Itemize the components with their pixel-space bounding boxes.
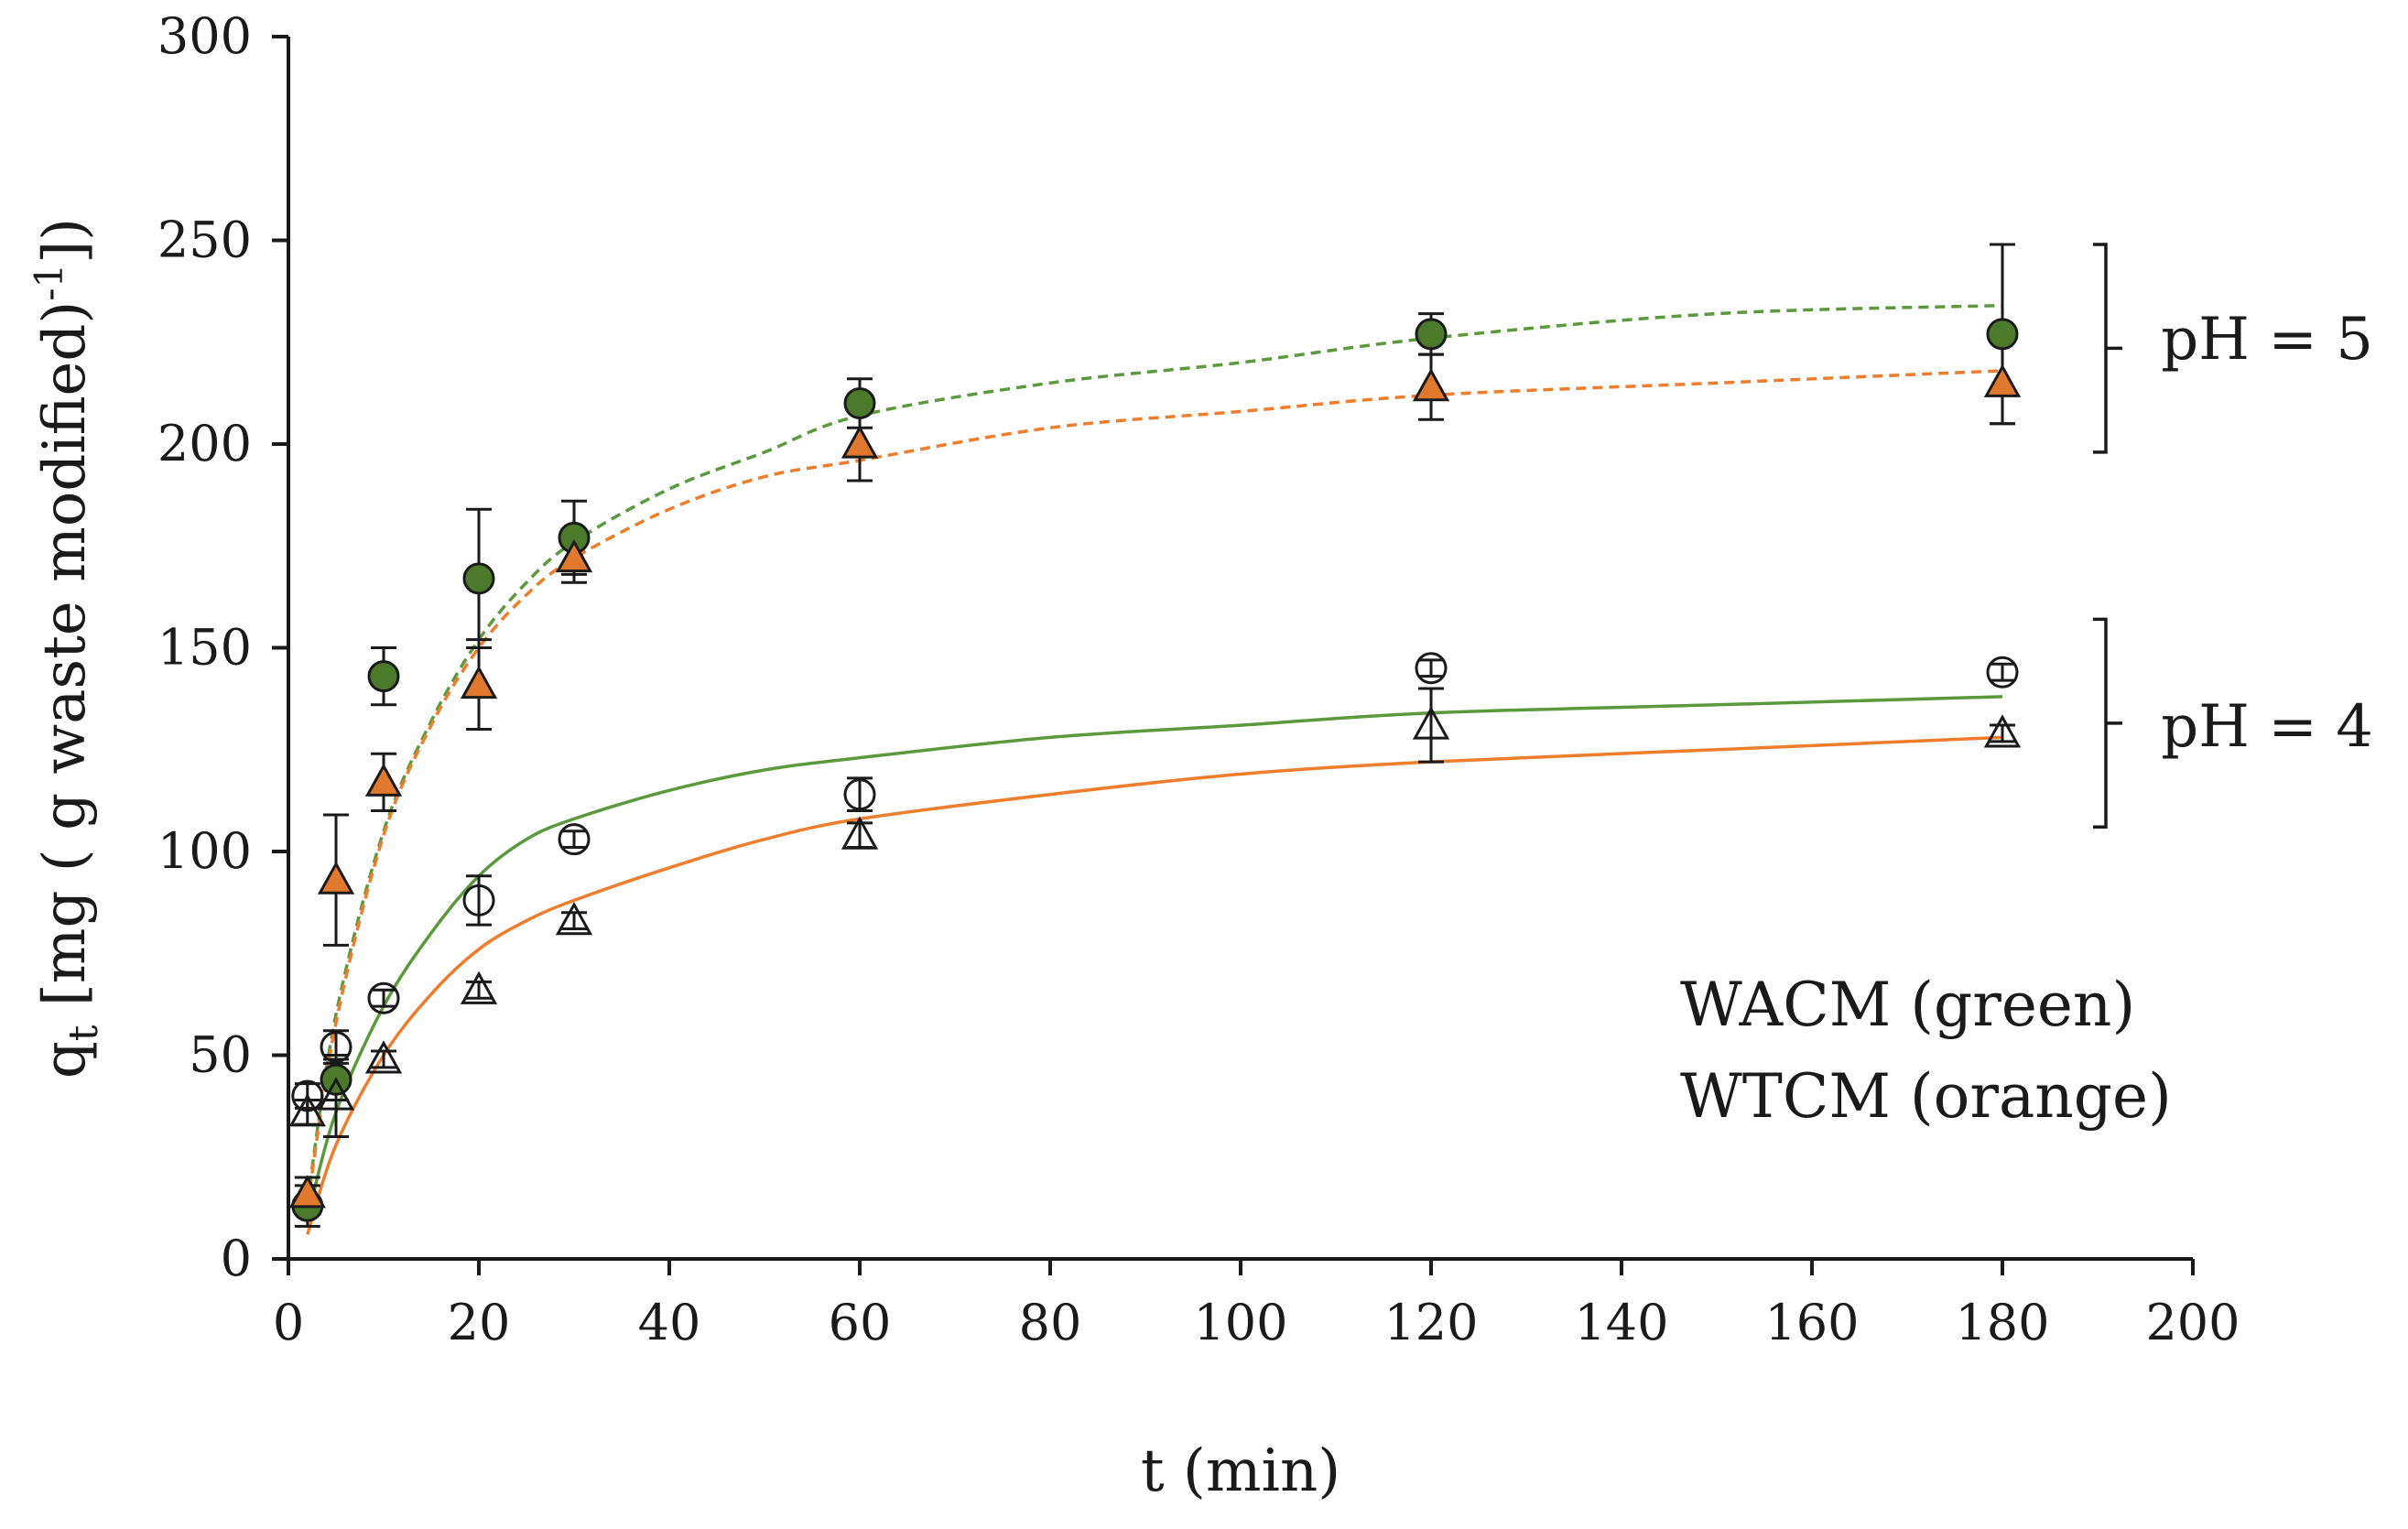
data-point-triangle — [317, 861, 355, 895]
data-point-circle — [1415, 318, 1448, 351]
error-bar — [466, 980, 492, 1000]
y-tick-label: 100 — [157, 822, 252, 880]
data-point-triangle — [1412, 706, 1450, 740]
y-tick-label: 200 — [157, 415, 252, 472]
y-axis-title-main: q — [31, 1041, 99, 1079]
data-point-circle — [558, 823, 591, 856]
data-point-triangle — [364, 1040, 403, 1074]
ph-annotations: pH = 5 pH = 4 — [2093, 243, 2373, 830]
data-point-circle — [320, 1031, 353, 1064]
x-tick-label: 80 — [1019, 1294, 1082, 1351]
legend-wtcm: WTCM (orange) — [1680, 1061, 2172, 1132]
x-tick-label: 100 — [1193, 1294, 1287, 1351]
y-tick-label: 150 — [157, 619, 252, 677]
y-tick-label: 250 — [157, 211, 252, 269]
data-point-triangle — [288, 1175, 326, 1209]
data-point-circle — [1986, 656, 2019, 689]
data-point-circle — [462, 562, 495, 595]
error-bar — [371, 1049, 396, 1069]
x-tick-label: 140 — [1574, 1294, 1668, 1351]
legend: WACM (green) WTCM (orange) — [1680, 970, 2172, 1132]
data-point-circle — [367, 981, 400, 1014]
data-point-circle — [291, 1079, 324, 1112]
ph-bracket — [2093, 243, 2122, 454]
axes: 0 20 40 60 80 100 120 140 160 180 200 0 50 100 150 200… — [157, 7, 2240, 1351]
error-bar — [1418, 658, 1444, 678]
data-point-circle — [367, 660, 400, 693]
data-point-circle — [843, 387, 876, 419]
x-ticks: 0 20 40 60 80 100 120 140 160 180 200 — [273, 1259, 2240, 1351]
data-point-triangle — [364, 763, 403, 797]
data-point-triangle — [555, 901, 593, 936]
data-point-triangle — [460, 971, 498, 1004]
error-bar — [561, 830, 587, 850]
y-ticks: 0 50 100 150 200 250 300 — [157, 7, 288, 1287]
x-tick-label: 200 — [2145, 1294, 2240, 1351]
y-axis-title-end: ]) — [31, 218, 99, 264]
y-tick-label: 0 — [221, 1230, 252, 1287]
y-axis-title-sup: -1 — [27, 264, 71, 301]
x-tick-label: 20 — [448, 1294, 511, 1351]
data-point-circle — [843, 778, 876, 811]
x-axis-title: t (min) — [1141, 1437, 1340, 1505]
data-point-circle — [1986, 318, 2019, 351]
data-point-circle — [1415, 652, 1448, 685]
error-bar — [847, 776, 873, 812]
ph-bracket — [2093, 617, 2122, 830]
data-point-circle — [462, 884, 495, 916]
error-bar — [466, 874, 492, 927]
data-point-triangle — [317, 1077, 355, 1111]
fit-curves — [306, 303, 2003, 1235]
x-tick-label: 180 — [1955, 1294, 2049, 1351]
fit-curve — [306, 369, 2003, 1207]
x-tick-label: 120 — [1383, 1294, 1478, 1351]
y-axis-title: qt [mg ( g waste modified)-1]) — [27, 218, 107, 1079]
fit-curve — [306, 303, 2003, 1202]
x-tick-label: 60 — [829, 1294, 892, 1351]
data-points — [288, 318, 2022, 1222]
y-axis-title-rest: [mg ( g waste modified) — [31, 301, 99, 1025]
y-axis-title-sub: t — [60, 1025, 107, 1041]
fit-curve — [306, 735, 2003, 1235]
error-bar — [561, 911, 587, 931]
x-tick-label: 0 — [273, 1294, 304, 1351]
ph5-label: pH = 5 — [2161, 306, 2373, 374]
data-point-triangle — [460, 665, 498, 699]
data-point-triangle — [1983, 714, 2022, 748]
y-tick-label: 50 — [189, 1026, 252, 1084]
data-point-triangle — [555, 538, 593, 573]
data-point-triangle — [1412, 368, 1450, 402]
data-point-triangle — [841, 816, 879, 850]
data-point-triangle — [288, 1093, 326, 1127]
error-bar — [1990, 723, 2015, 743]
error-bar — [1990, 662, 2015, 682]
data-point-triangle — [841, 425, 879, 459]
y-tick-label: 300 — [157, 7, 252, 65]
fit-curve — [306, 695, 2003, 1219]
error-bar — [1418, 687, 1444, 764]
legend-wacm: WACM (green) — [1680, 970, 2135, 1040]
ph4-label: pH = 4 — [2161, 693, 2373, 761]
x-tick-label: 160 — [1764, 1294, 1859, 1351]
x-tick-label: 40 — [638, 1294, 701, 1351]
error-bar — [371, 988, 396, 1008]
data-point-triangle — [1983, 363, 2022, 397]
